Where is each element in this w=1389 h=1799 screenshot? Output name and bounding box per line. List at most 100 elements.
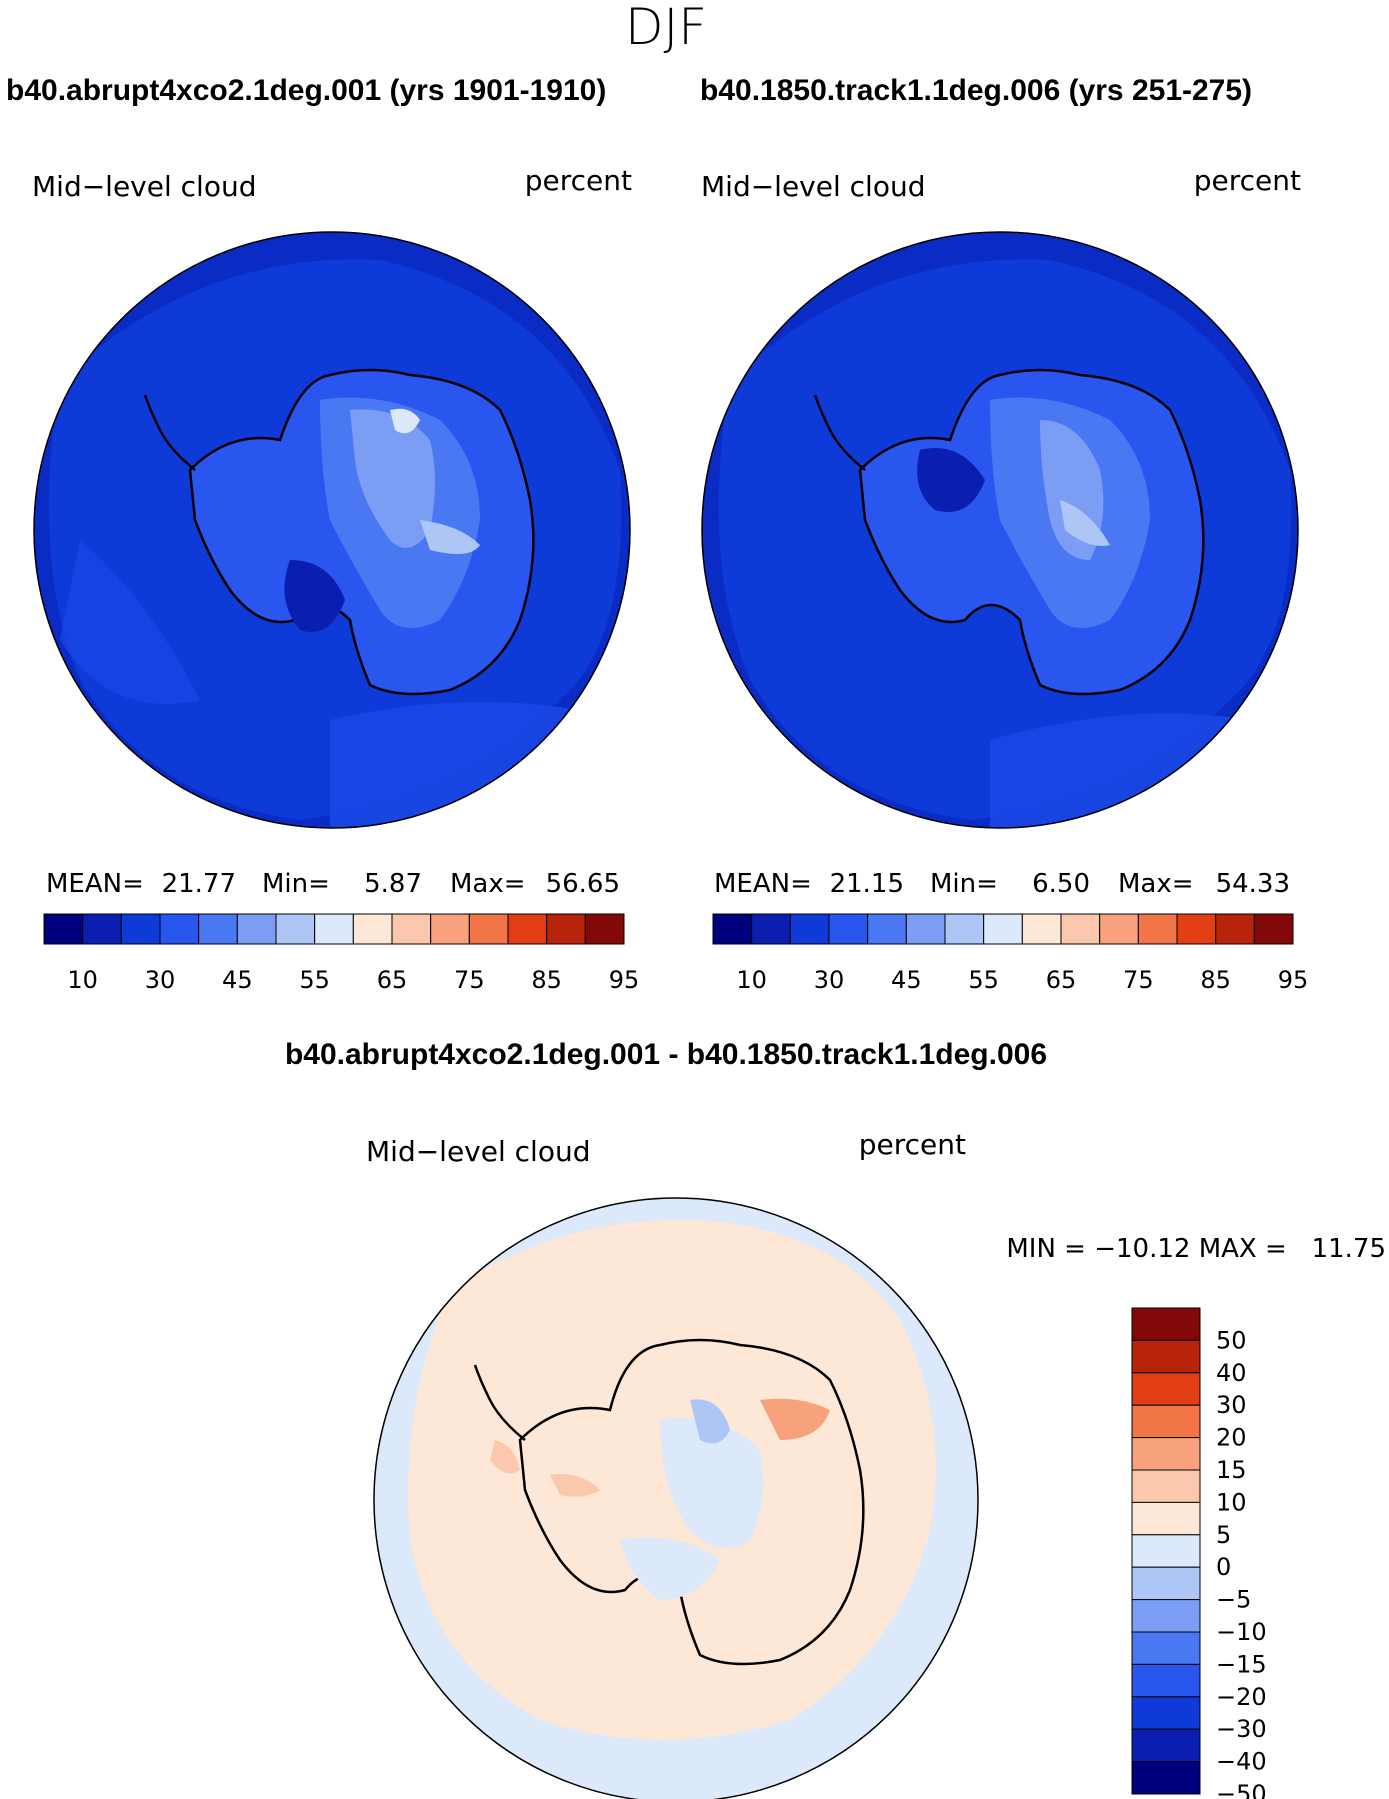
colorbar-swatch [391,913,432,945]
map-2-border [701,231,1299,829]
colorbar-tick-label: 10 [1216,1488,1247,1516]
colorbar-swatch [1131,1696,1201,1730]
colorbar-swatch [1099,913,1139,945]
colorbar-swatch [1131,1501,1201,1536]
colorbar-swatch [1137,913,1178,945]
colorbar-swatch [1131,1339,1201,1374]
colorbar-tick-label: −20 [1216,1683,1267,1711]
map-diff-border [373,1197,979,1799]
panel-2-mean-label: MEAN= [714,869,812,899]
diff-header: b40.abrupt4xco2.1deg.001 - b40.1850.trac… [285,1038,1047,1071]
colorbar-swatch [546,913,586,945]
panel-2-min-label: Min= [930,869,998,899]
colorbar-swatch [314,913,354,945]
diff-units: percent [859,1128,966,1161]
colorbar-swatch [905,913,946,945]
colorbar-swatch [584,913,625,945]
colorbar-swatch [1131,1663,1201,1698]
colorbar-panel-2: 10 30 45 55 65 75 85 95 [712,913,1309,994]
colorbar-swatch [712,913,753,945]
colorbar-swatch [1176,913,1217,945]
colorbar-swatch [1131,1599,1201,1633]
colorbar-tick-label: 85 [531,966,562,994]
panel-2-units: percent [1194,164,1301,197]
colorbar-swatch [1131,1728,1201,1763]
colorbar-swatch [983,913,1023,945]
colorbar-tick-label: 15 [1216,1456,1247,1484]
panel-2-mean-value: 21.15 [830,869,904,899]
colorbar-tick-label: 75 [1123,966,1154,994]
figure-title: DJF [625,0,707,56]
colorbar-swatch [1021,913,1062,945]
map-panel-2 [702,232,1298,828]
map-1-border [33,231,631,829]
colorbar-tick-label: 95 [609,966,640,994]
panel-1-min-label: Min= [262,869,330,899]
colorbar-tick-label: 40 [1216,1359,1247,1387]
colorbar-swatch [1060,913,1101,945]
colorbar-swatch [198,913,238,945]
panel-1-header: b40.abrupt4xco2.1deg.001 (yrs 1901-1910) [6,74,606,107]
colorbar-swatch [1131,1404,1201,1439]
panel-2-min-value: 6.50 [1032,869,1090,899]
colorbar-tick-label: 5 [1216,1521,1231,1549]
colorbar-tick-label: 55 [299,966,330,994]
colorbar-tick-label: 0 [1216,1553,1231,1581]
colorbar-swatch [1131,1566,1201,1601]
colorbar-swatch [944,913,985,945]
colorbar-swatch [1131,1372,1201,1406]
colorbar-panel-1: 10 30 45 55 65 75 85 95 [43,913,640,994]
colorbar-tick-label: 85 [1200,966,1231,994]
colorbar-tick-label: −10 [1216,1618,1267,1646]
colorbar-tick-label: −30 [1216,1715,1267,1743]
colorbar-tick-label: −50 [1216,1780,1267,1799]
panel-1-mean-value: 21.77 [162,869,236,899]
colorbar-swatch [1131,1761,1201,1795]
panel-2-header: b40.1850.track1.1deg.006 (yrs 251-275) [700,74,1252,107]
colorbar-swatch [789,913,830,945]
colorbar-swatch [867,913,907,945]
panel-1-mean-label: MEAN= [46,869,144,899]
colorbar-swatch [1131,1534,1201,1568]
colorbar-swatch [1215,913,1255,945]
colorbar-tick-label: 30 [145,966,176,994]
colorbar-swatch [1131,1469,1201,1503]
panel-2-max-label: Max= [1118,869,1194,899]
colorbar-swatch [236,913,277,945]
panel-1-max-value: 56.65 [546,869,620,899]
map-diff [374,1198,978,1799]
colorbar-tick-label: −40 [1216,1748,1267,1776]
colorbar-swatch [751,913,791,945]
panel-1-units: percent [525,164,632,197]
colorbar-tick-label: 45 [891,966,922,994]
colorbar-tick-label: 30 [814,966,845,994]
colorbar-swatch [43,913,84,945]
colorbar-swatch [1131,1631,1201,1665]
colorbar-swatch [828,913,869,945]
colorbar-tick-label: 20 [1216,1424,1247,1452]
colorbar-swatch [1131,1307,1201,1341]
colorbar-tick-label: −15 [1216,1650,1267,1678]
colorbar-tick-label: 45 [222,966,253,994]
colorbar-swatch [159,913,200,945]
colorbar-tick-label: 30 [1216,1391,1247,1419]
diff-variable: Mid−level cloud [366,1135,590,1168]
panel-1-min-value: 5.87 [364,869,422,899]
map-panel-1 [34,232,630,828]
colorbar-tick-label: −5 [1216,1586,1251,1614]
colorbar-swatch [352,913,393,945]
colorbar-swatch [507,913,548,945]
colorbar-tick-label: 75 [454,966,485,994]
panel-2-max-value: 54.33 [1216,869,1290,899]
colorbar-tick-label: 10 [67,966,98,994]
colorbar-swatch [430,913,470,945]
diff-minmax: MIN = −10.12 MAX = 11.75 [1006,1234,1386,1264]
colorbar-swatch [1131,1437,1201,1471]
colorbar-tick-label: 95 [1278,966,1309,994]
colorbar-tick-label: 55 [968,966,999,994]
colorbar-tick-label: 65 [377,966,408,994]
colorbar-swatch [1253,913,1294,945]
colorbar-swatch [468,913,509,945]
